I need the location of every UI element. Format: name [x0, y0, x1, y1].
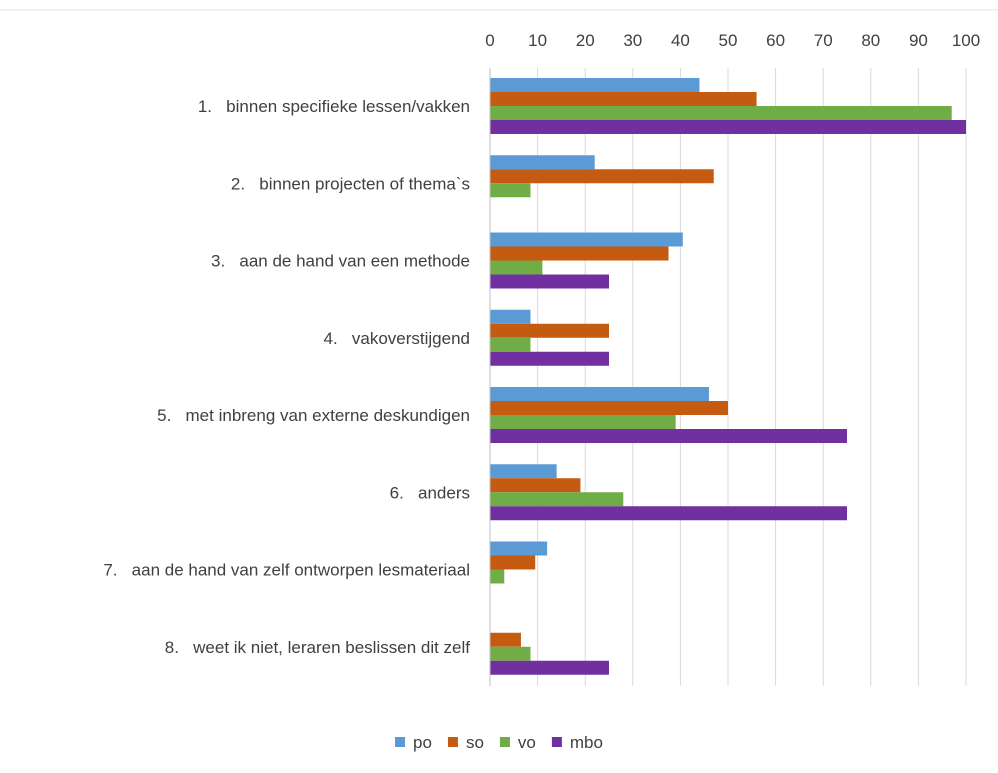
bar-po-6	[490, 464, 557, 479]
bar-mbo-1	[490, 120, 966, 134]
bar-so-4	[490, 323, 609, 338]
bar-po-3	[490, 232, 683, 247]
x-tick-label: 0	[485, 31, 494, 50]
legend-swatch-mbo	[551, 737, 562, 747]
x-tick-label: 70	[814, 31, 833, 50]
bar-vo-6	[490, 492, 624, 507]
category-label-5: 5. met inbreng van externe deskundigen	[157, 406, 470, 425]
bar-mbo-3	[490, 274, 609, 289]
category-label-2: 2. binnen projecten of thema`s	[231, 174, 470, 193]
x-tick-label: 40	[671, 31, 690, 50]
category-label-1: 1. binnen specifieke lessen/vakken	[198, 97, 470, 116]
bar-vo-1	[490, 106, 952, 120]
bar-mbo-8	[490, 660, 609, 675]
bar-mbo-6	[490, 506, 847, 521]
bar-mbo-4	[490, 351, 609, 366]
bar-so-8	[490, 632, 521, 647]
x-tick-label: 60	[766, 31, 785, 50]
bar-vo-8	[490, 646, 531, 661]
category-label-3: 3. aan de hand van een methode	[211, 252, 470, 271]
category-label-7: 7. aan de hand van zelf ontworpen lesmat…	[103, 561, 470, 580]
x-tick-label: 90	[909, 31, 928, 50]
bar-vo-3	[490, 260, 543, 275]
category-label-8: 8. weet ik niet, leraren beslissen dit z…	[165, 638, 470, 657]
legend-label-so: so	[466, 733, 484, 752]
legend-swatch-so	[447, 737, 458, 747]
bar-so-6	[490, 478, 581, 493]
x-axis-ticks: 0 10 20 30 40 50 60 70 80 90 100	[485, 31, 980, 50]
legend-label-po: po	[413, 733, 432, 752]
category-label-4: 4. vakoverstijgend	[324, 329, 470, 348]
x-tick-label: 30	[623, 31, 642, 50]
x-tick-label: 50	[719, 31, 738, 50]
legend-swatch-vo	[499, 737, 510, 747]
bar-po-4	[490, 309, 531, 324]
bars	[490, 78, 966, 675]
bar-po-1	[490, 78, 700, 92]
bar-so-1	[490, 92, 757, 106]
bar-so-7	[490, 555, 536, 570]
x-tick-label: 10	[528, 31, 547, 50]
bar-po-7	[490, 541, 548, 556]
category-labels: 1. binnen specifieke lessen/vakken 2. bin…	[103, 97, 470, 657]
bar-vo-4	[490, 337, 531, 352]
bar-so-5	[490, 401, 728, 415]
bar-so-2	[490, 169, 714, 184]
x-tick-label: 20	[576, 31, 595, 50]
legend-label-mbo: mbo	[570, 733, 603, 752]
x-tick-label: 80	[861, 31, 880, 50]
bar-vo-5	[490, 415, 676, 429]
bar-vo-7	[490, 569, 505, 584]
gridlines	[537, 68, 967, 686]
category-label-6: 6. anders	[390, 483, 470, 502]
bar-po-5	[490, 387, 709, 401]
x-tick-label: 100	[952, 31, 980, 50]
bar-vo-2	[490, 183, 531, 198]
bar-mbo-5	[490, 429, 847, 443]
legend-label-vo: vo	[518, 733, 536, 752]
legend: po so vo mbo	[395, 733, 603, 752]
bar-so-3	[490, 246, 669, 261]
bar-po-2	[490, 155, 595, 170]
legend-swatch-po	[395, 737, 406, 747]
